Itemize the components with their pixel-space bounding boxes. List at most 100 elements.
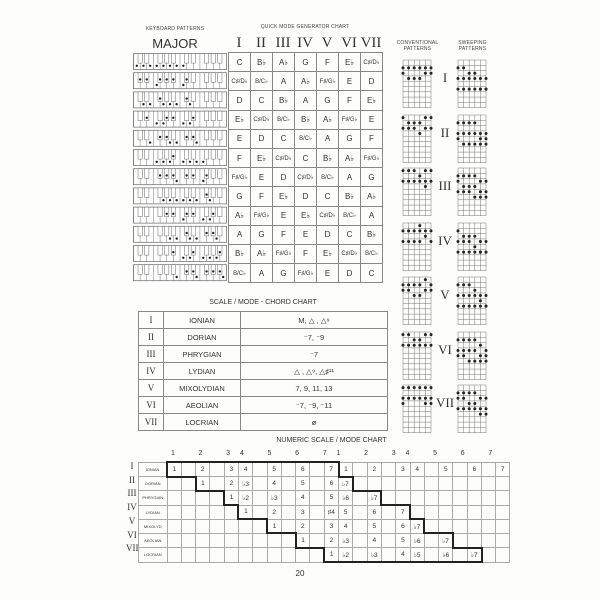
fret-dot bbox=[473, 402, 477, 405]
fret-dot bbox=[429, 402, 433, 405]
note-cell: A♭ bbox=[272, 51, 295, 73]
degree-cell bbox=[195, 504, 211, 520]
degree-cell bbox=[495, 547, 511, 563]
fret-dot bbox=[423, 169, 427, 173]
scale-note-dot bbox=[208, 256, 212, 259]
fret-dot bbox=[484, 407, 488, 411]
conventional-pattern-diagram bbox=[401, 384, 433, 433]
fret-dot bbox=[401, 126, 405, 130]
fret-dot bbox=[484, 240, 488, 243]
keyboard-pattern bbox=[133, 72, 227, 90]
fret-dot bbox=[407, 283, 411, 287]
degree-cell: 2 bbox=[366, 461, 382, 478]
scale-note-dot bbox=[162, 160, 165, 163]
fret-dot bbox=[467, 71, 471, 75]
fret-dot bbox=[478, 359, 482, 363]
degree-cell: ♭7 bbox=[366, 489, 383, 506]
degree-cell: ♭7 bbox=[338, 475, 354, 492]
fret-dot bbox=[418, 386, 422, 390]
scale-note-dot bbox=[205, 270, 208, 273]
degree-cell bbox=[252, 532, 268, 549]
scale-note-dot bbox=[221, 275, 225, 279]
fret-dot bbox=[407, 396, 411, 400]
fret-dot bbox=[456, 396, 460, 400]
mode-numeral-header: III bbox=[275, 35, 291, 51]
degree-cell bbox=[380, 547, 397, 564]
degree-cell bbox=[166, 532, 182, 549]
degree-cell: 6 bbox=[466, 461, 483, 478]
degree-cell bbox=[466, 504, 483, 520]
fret-dot bbox=[401, 169, 405, 173]
mode-numeral: IV bbox=[138, 362, 164, 380]
fret-dot bbox=[478, 195, 482, 199]
numeric-chart-title: NUMERIC SCALE / MODE CHART bbox=[276, 437, 387, 444]
degree-cell bbox=[209, 490, 225, 506]
note-cell: C bbox=[338, 224, 361, 245]
degree-cell bbox=[309, 476, 325, 492]
note-cell: B♭ bbox=[338, 186, 361, 207]
note-cell: E bbox=[338, 71, 361, 92]
degree-cell bbox=[352, 476, 368, 492]
fret-dot bbox=[467, 338, 471, 342]
fret-dot bbox=[462, 338, 466, 342]
mode-numeral: VII bbox=[138, 413, 164, 431]
degree-cell bbox=[309, 461, 325, 478]
fret-dot bbox=[467, 87, 471, 91]
scale-note-dot bbox=[165, 174, 168, 177]
fret-dot bbox=[467, 121, 471, 125]
degree-cell: 2 bbox=[323, 532, 340, 549]
fret-dot bbox=[429, 71, 433, 75]
fret-dot bbox=[467, 250, 471, 254]
scale-note-dot bbox=[195, 160, 198, 163]
note-cell: F bbox=[272, 224, 295, 245]
numeric-chart-row: DORIAN 1 2 ♭3 4 5 6 ♭7 bbox=[138, 475, 511, 492]
note-cell: B/C♭ bbox=[338, 205, 361, 226]
fret-dot bbox=[429, 386, 433, 390]
scale-note-dot bbox=[138, 78, 142, 81]
scale-note-dot bbox=[155, 160, 158, 163]
sweeping-pattern-diagram bbox=[456, 276, 488, 325]
mode-name: PHRYGIAN bbox=[138, 490, 168, 506]
scale-note-dot bbox=[192, 135, 195, 139]
degree-cell: ♭7 bbox=[438, 532, 454, 549]
degree-cell bbox=[380, 504, 397, 520]
degree-cell: 4 bbox=[295, 490, 311, 506]
fret-dot bbox=[478, 179, 482, 183]
degree-cell: 1 bbox=[266, 518, 282, 535]
fret-dot bbox=[407, 333, 411, 337]
quick-mode-row: F♯/G♭ E D C♯/D♭ B/C♭ A G bbox=[228, 167, 383, 188]
degree-cell bbox=[481, 504, 497, 520]
fret-dot bbox=[467, 402, 471, 405]
degree-cell bbox=[452, 504, 468, 520]
quick-mode-row: A♭ F♯/G♭ E E♭ C♯/D♭ B/C♭ A bbox=[228, 205, 383, 226]
fret-dot bbox=[401, 283, 405, 287]
chord-types: ⁻7 bbox=[240, 345, 388, 363]
fret-dot bbox=[473, 121, 477, 125]
degree-header: 7 bbox=[322, 450, 327, 457]
fret-dot bbox=[456, 354, 460, 358]
sweeping-pattern-diagram bbox=[456, 384, 488, 433]
fret-dot bbox=[418, 294, 422, 297]
fret-dot bbox=[473, 338, 477, 342]
scale-note-dot bbox=[205, 231, 208, 235]
scale-note-dot bbox=[182, 256, 185, 259]
fret-dot bbox=[456, 304, 460, 308]
degree-cell bbox=[237, 518, 254, 534]
degree-cell bbox=[180, 476, 197, 492]
note-cell: G bbox=[316, 90, 339, 111]
fret-dot bbox=[429, 169, 433, 173]
mode-name: AEOLIAN bbox=[163, 396, 241, 414]
fret-dot bbox=[467, 190, 471, 194]
scale-note-dot bbox=[202, 256, 205, 259]
scale-note-dot bbox=[215, 237, 218, 240]
mode-numeral: III bbox=[127, 488, 137, 499]
mode-numeral: I bbox=[130, 461, 134, 471]
quick-mode-row: A G F E D C B♭ bbox=[228, 224, 383, 245]
chord-chart-row: II DORIAN ⁻7, ⁻9 bbox=[138, 328, 388, 346]
note-cell: B♭ bbox=[228, 243, 251, 265]
degree-cell: ♭5 bbox=[409, 547, 425, 564]
scale-note-dot bbox=[175, 103, 178, 106]
fret-dot bbox=[412, 338, 416, 342]
fret-dot bbox=[401, 240, 405, 243]
fret-dot bbox=[418, 179, 422, 183]
